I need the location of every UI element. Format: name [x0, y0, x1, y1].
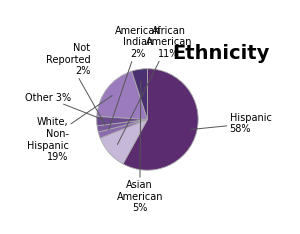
Text: American
Indian
2%: American Indian 2%: [109, 26, 161, 130]
Wedge shape: [132, 69, 147, 119]
Text: Other 3%: Other 3%: [25, 93, 103, 120]
Text: African
American
11%: African American 11%: [117, 26, 192, 144]
Wedge shape: [98, 119, 147, 138]
Wedge shape: [123, 69, 198, 170]
Wedge shape: [100, 119, 147, 164]
Wedge shape: [97, 71, 147, 119]
Text: Not
Reported
2%: Not Reported 2%: [46, 43, 105, 125]
Text: White,
Non-
Hispanic
19%: White, Non- Hispanic 19%: [27, 95, 112, 162]
Text: Hispanic
58%: Hispanic 58%: [190, 113, 272, 134]
Text: Asian
American
5%: Asian American 5%: [116, 81, 163, 213]
Wedge shape: [97, 119, 147, 132]
Wedge shape: [97, 116, 147, 126]
Text: Ethnicity: Ethnicity: [172, 44, 270, 63]
